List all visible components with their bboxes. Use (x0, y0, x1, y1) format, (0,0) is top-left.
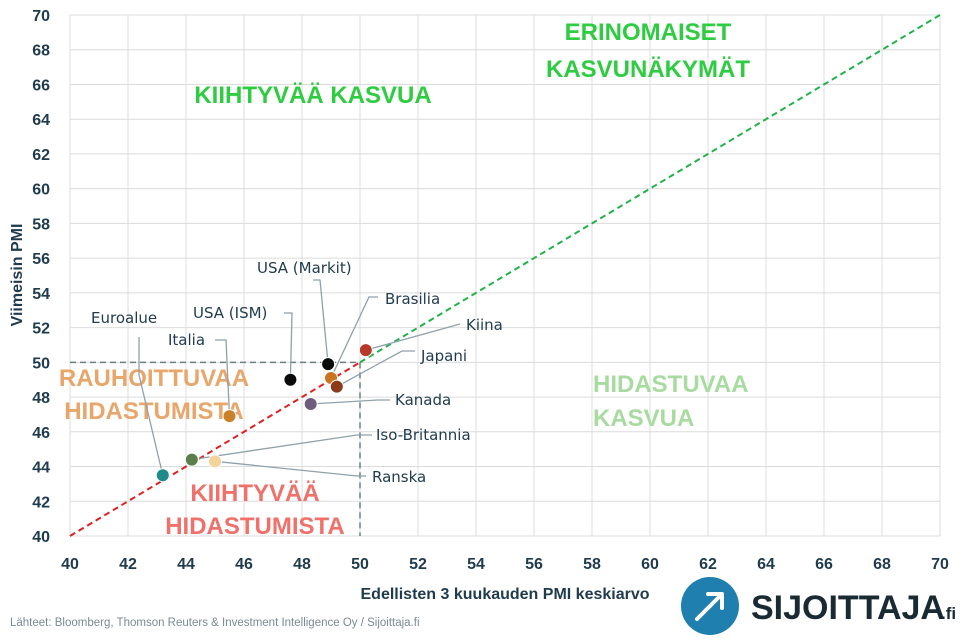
zone-label: HIDASTUVAA (593, 371, 749, 398)
leader-line (138, 337, 164, 476)
leader-line (191, 434, 372, 461)
zone-label: HIDASTUMISTA (165, 513, 345, 540)
x-tick-label: 60 (641, 556, 659, 573)
y-tick-label: 52 (32, 321, 50, 338)
point-labels: Euroalue Ranska Iso-Britannia Italia USA (IS… (91, 259, 503, 486)
zone-label: KIIHTYVÄÄ (190, 480, 319, 507)
y-axis-ticks: 40 42 44 46 48 50 52 54 56 58 60 62 64 66 68 70 (32, 8, 50, 546)
x-tick-label: 42 (119, 556, 137, 573)
y-tick-label: 64 (32, 112, 50, 129)
point-label: USA (Markit) (257, 259, 352, 277)
leader-line (330, 296, 378, 379)
zone-label: RAUHOITTUVAA (59, 365, 249, 392)
diagonal-line-red (69, 361, 361, 537)
x-tick-label: 48 (293, 556, 311, 573)
zone-label: KASVUNÄKYMÄT (546, 56, 750, 83)
x-tick-label: 68 (873, 556, 891, 573)
x-tick-label: 44 (177, 556, 195, 573)
brand-logo: SIJOITTAJA .fi (681, 577, 956, 635)
y-tick-label: 42 (32, 494, 50, 511)
y-tick-label: 68 (32, 43, 50, 60)
leader-line (215, 339, 231, 417)
leader-line (313, 279, 329, 365)
y-tick-label: 40 (32, 529, 50, 546)
brand-suffix: .fi (941, 604, 956, 623)
zone-label: KIIHTYVÄÄ KASVUA (194, 82, 431, 109)
point-label: Japani (420, 347, 467, 365)
leader-line (365, 323, 461, 351)
y-tick-label: 62 (32, 147, 50, 164)
x-tick-label: 64 (757, 556, 775, 573)
zone-label: HIDASTUMISTA (64, 398, 244, 425)
point-label: Euroalue (91, 309, 157, 327)
data-point (222, 409, 237, 424)
y-tick-label: 44 (32, 460, 50, 477)
x-tick-label: 40 (61, 556, 79, 573)
x-tick-label: 58 (583, 556, 601, 573)
x-tick-label: 50 (351, 556, 369, 573)
y-tick-label: 56 (32, 251, 50, 268)
data-point (208, 454, 222, 469)
point-label: Iso-Britannia (376, 426, 471, 444)
y-tick-label: 50 (32, 355, 50, 372)
y-tick-label: 70 (32, 8, 50, 25)
data-point (184, 452, 199, 467)
point-label: USA (ISM) (193, 304, 267, 322)
data-points (155, 343, 373, 483)
arrow-up-right-circle-icon (681, 577, 739, 635)
reference-lines (69, 14, 941, 537)
point-label: Italia (168, 331, 205, 349)
y-tick-label: 58 (32, 216, 50, 233)
y-tick-label: 46 (32, 425, 50, 442)
point-label: Kanada (395, 391, 451, 409)
x-axis-title: Edellisten 3 kuukauden PMI keskiarvo (361, 586, 650, 603)
y-tick-label: 54 (32, 286, 50, 303)
y-tick-label: 66 (32, 77, 50, 94)
leader-line (336, 350, 415, 388)
y-tick-label: 60 (32, 182, 50, 199)
zone-label: ERINOMAISET (565, 19, 732, 46)
leader-line (284, 312, 293, 380)
x-tick-label: 46 (235, 556, 253, 573)
brand-name: SIJOITTAJA (751, 589, 945, 627)
x-axis-ticks: 40 42 44 46 48 50 52 54 56 58 60 62 64 66 68 70 (61, 556, 949, 573)
leader-line (214, 460, 366, 477)
x-tick-label: 70 (931, 556, 949, 573)
data-point (155, 468, 170, 483)
data-point (329, 379, 344, 394)
data-point (358, 343, 373, 358)
x-tick-label: 62 (699, 556, 717, 573)
x-tick-label: 56 (525, 556, 543, 573)
x-tick-label: 52 (409, 556, 427, 573)
point-label: Ranska (372, 468, 426, 486)
data-point (321, 357, 336, 372)
leader-line (310, 399, 390, 405)
x-tick-label: 54 (467, 556, 485, 573)
x-tick-label: 66 (815, 556, 833, 573)
y-axis-title: Viimeisin PMI (9, 224, 26, 327)
y-tick-label: 48 (32, 390, 50, 407)
label-leader-lines (138, 279, 461, 477)
zone-label: KASVUA (593, 405, 694, 432)
zone-labels: KIIHTYVÄÄ KASVUA ERINOMAISET KASVUNÄKYMÄT H… (59, 19, 750, 540)
data-point (283, 372, 298, 387)
point-label: Brasilia (385, 290, 440, 308)
point-label: Kiina (466, 316, 503, 334)
diagonal-line-green (359, 14, 941, 364)
source-text: Lähteet: Bloomberg, Thomson Reuters & In… (10, 617, 420, 629)
data-point (303, 397, 318, 412)
grid (69, 14, 941, 537)
